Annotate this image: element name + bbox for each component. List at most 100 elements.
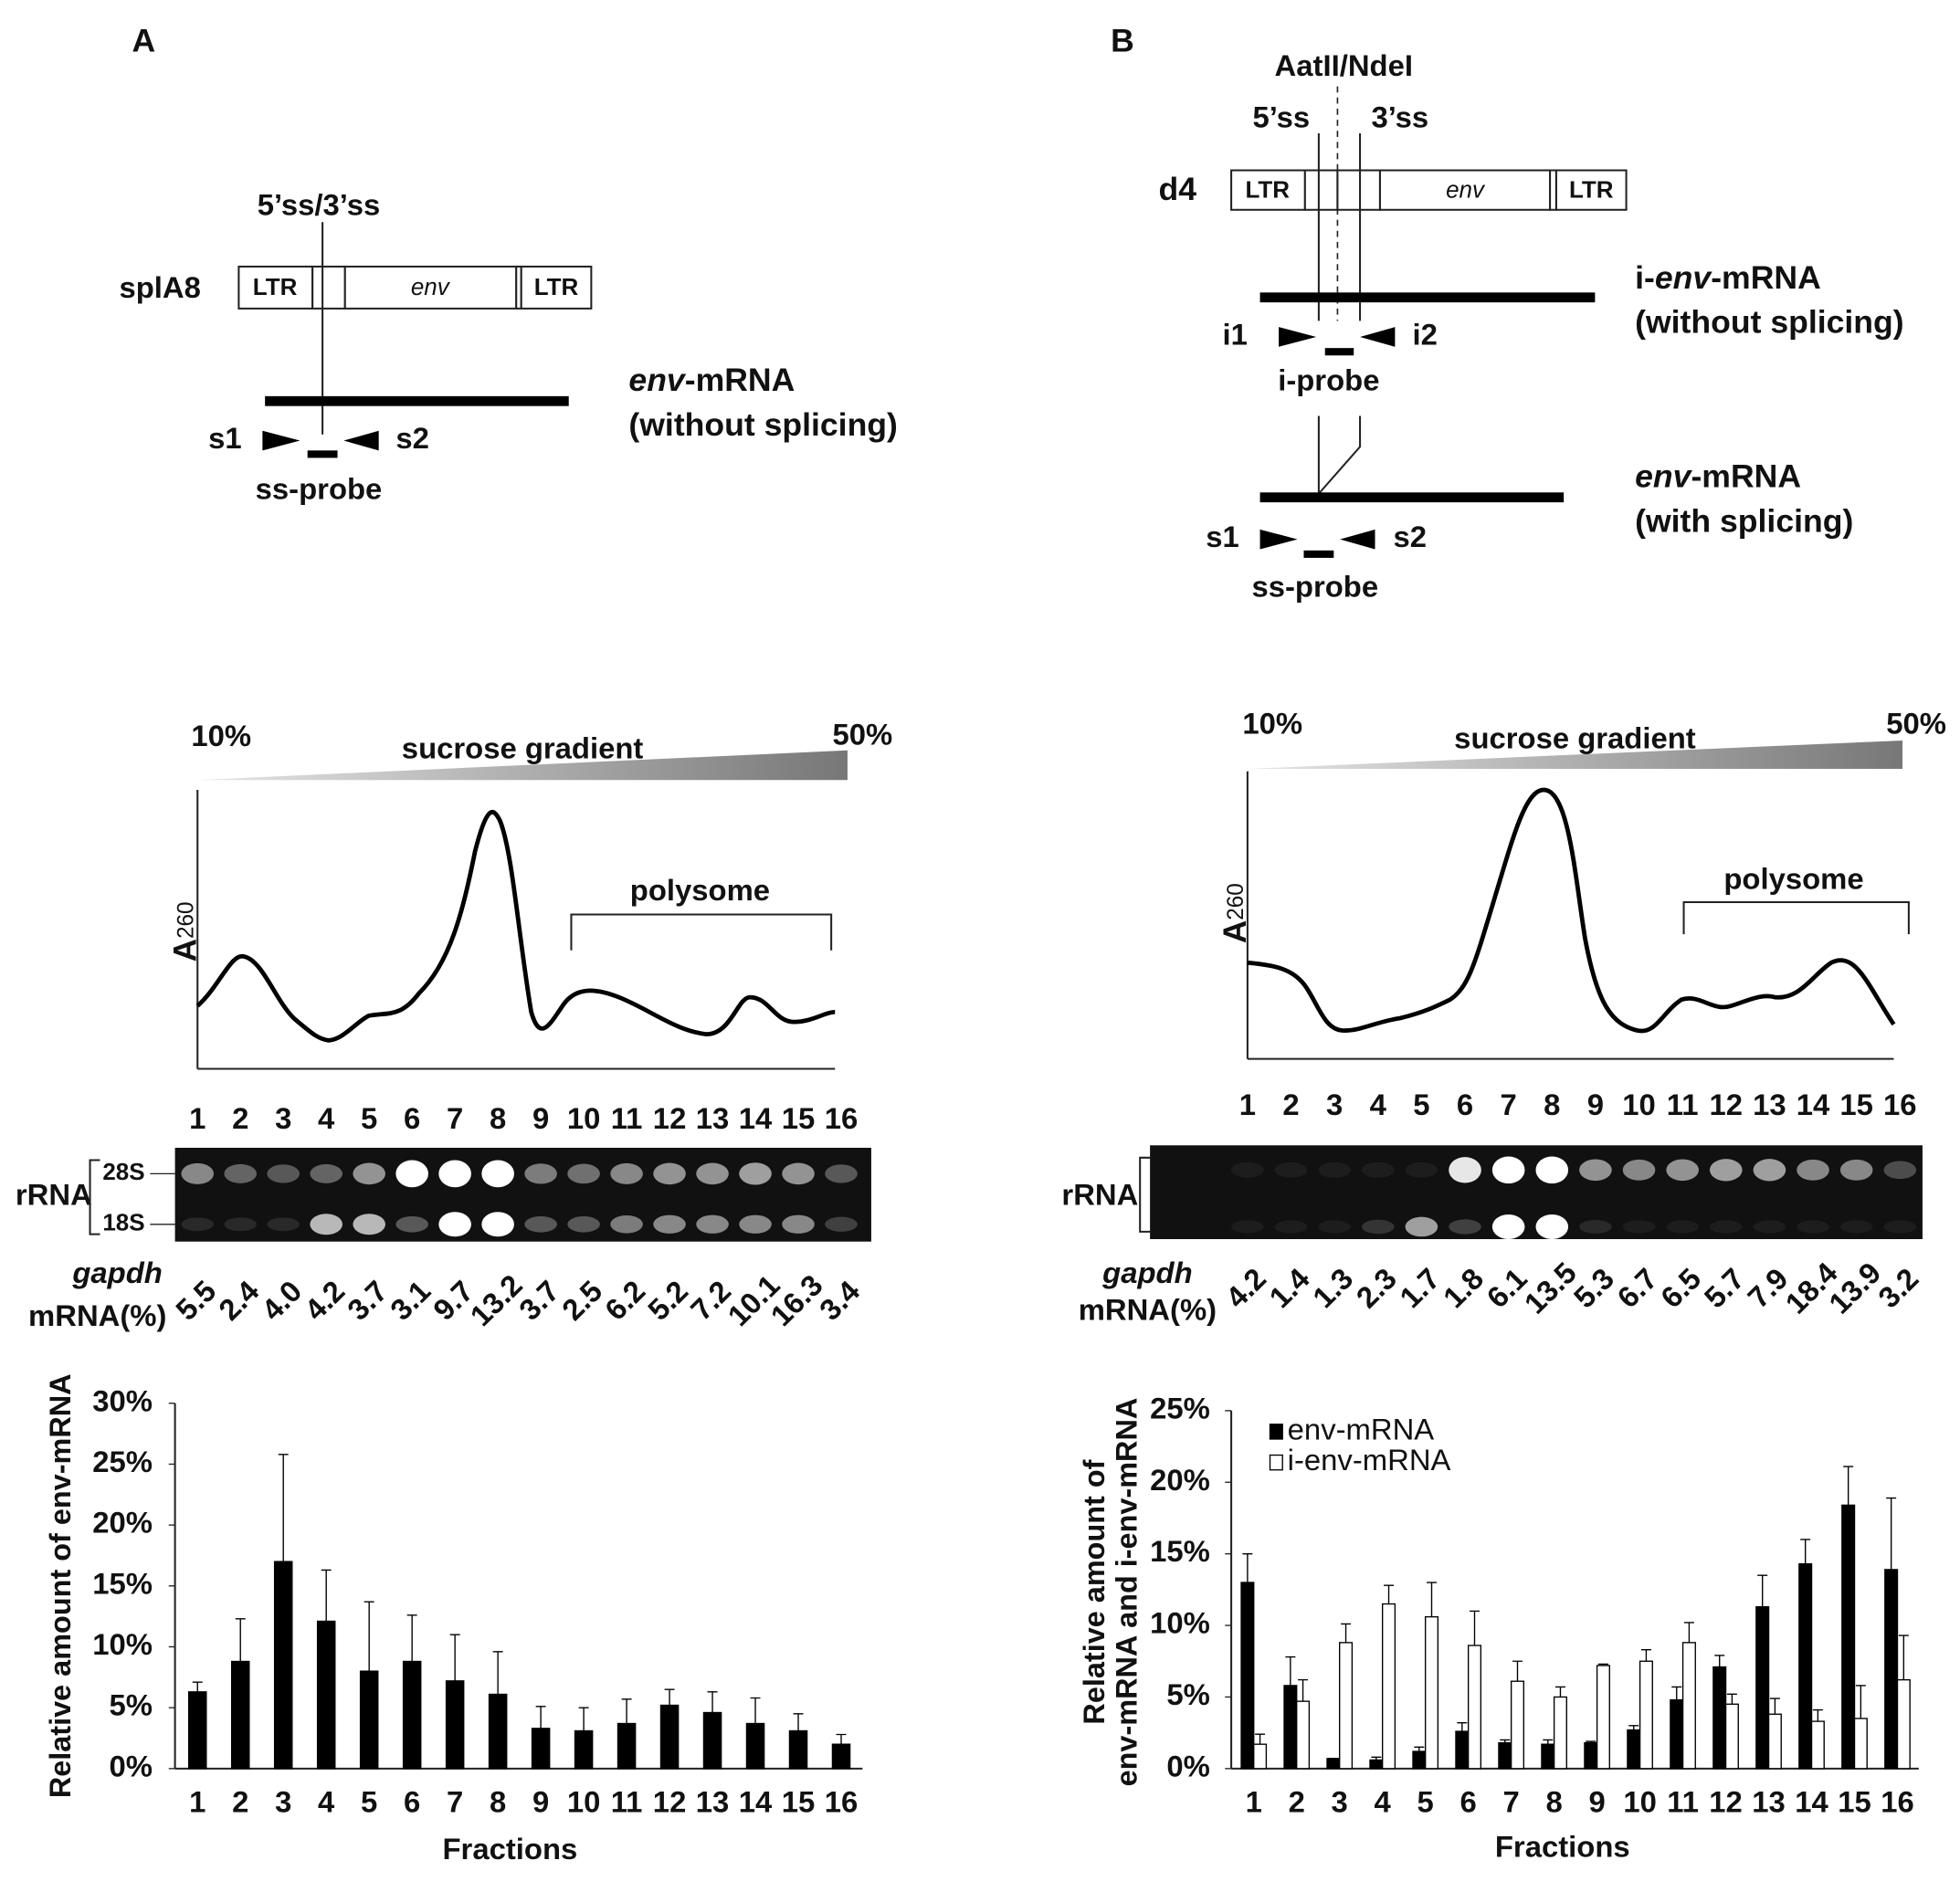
bar [531, 1728, 551, 1770]
probe-bar [1303, 550, 1334, 558]
x-tick-label: 1 [189, 1785, 205, 1819]
box-label: env [1446, 177, 1486, 203]
absorbance-label: A260 [1217, 883, 1253, 943]
x-tick-label: 2 [232, 1785, 248, 1819]
fraction-label: 14 [739, 1101, 773, 1135]
x-axis-label: Fractions [443, 1832, 578, 1866]
x-tick-label: 11 [1667, 1785, 1699, 1819]
fraction-label: 7 [447, 1101, 463, 1135]
gel-band [524, 1216, 557, 1233]
x-tick-label: 2 [1289, 1785, 1305, 1819]
gel-band [1883, 1161, 1917, 1180]
bar [445, 1680, 465, 1770]
fraction-label: 16 [825, 1101, 859, 1135]
bar [1810, 1720, 1825, 1770]
legend-swatch [1269, 1424, 1283, 1440]
gel-band [782, 1162, 815, 1185]
primer-label: s2 [1394, 520, 1428, 553]
panel-b-diagram: B AatII/NdeI 5’ss 3’ss d4 LTR env LTR i1… [1061, 24, 1946, 1326]
y-tick-label: 5% [1166, 1677, 1209, 1711]
gel-band [481, 1212, 514, 1237]
gapdh-label: gapdh [71, 1256, 162, 1289]
gel-band [1274, 1220, 1308, 1234]
gel-band [1797, 1220, 1829, 1234]
gel-band [739, 1162, 772, 1185]
gel-band [1710, 1159, 1743, 1182]
gel-band [1231, 1220, 1264, 1234]
mrna-note: (without splicing) [1635, 305, 1903, 341]
box-label: env [411, 275, 451, 300]
x-tick-label: 9 [1588, 1785, 1605, 1819]
bar [1798, 1562, 1813, 1770]
error-bar [1586, 1740, 1596, 1743]
y-axis-label: Relative amount of env-mRNA [43, 1373, 77, 1798]
gel-band [395, 1216, 428, 1233]
x-tick-label: 6 [1460, 1785, 1477, 1819]
x-tick-label: 12 [1709, 1785, 1743, 1819]
fraction-label: 4 [318, 1101, 334, 1135]
bar [1412, 1750, 1427, 1770]
bar [1841, 1504, 1856, 1770]
primer-arrow [343, 430, 379, 451]
gel-band [438, 1212, 471, 1237]
site-label: 5’ss [1252, 100, 1310, 134]
error-bar [1714, 1655, 1725, 1667]
bar [1381, 1603, 1396, 1770]
bar [616, 1722, 637, 1770]
a260-profile [1247, 787, 1896, 1034]
y-tick-label: 25% [1150, 1392, 1210, 1425]
y-tick-label: 5% [110, 1688, 153, 1722]
mrna-label: env-mRNA [628, 363, 795, 398]
gel-band [224, 1163, 258, 1183]
enzyme-label: AatII/NdeI [1275, 48, 1413, 82]
fraction-label: 4 [1370, 1088, 1386, 1121]
mrna-label-part: env [1635, 459, 1693, 495]
error-bar [1597, 1663, 1608, 1666]
primer-arrow [1279, 327, 1317, 347]
mrna-bar [1259, 292, 1596, 303]
gradient-label: sucrose gradient [402, 731, 644, 765]
bar [1767, 1713, 1782, 1770]
error-bar [1242, 1552, 1253, 1583]
error-bar [1726, 1693, 1737, 1705]
panel-a-diagram: A 5’ss/3’ss splA8 LTR env LTR s1 s2 ss-p… [16, 24, 898, 1332]
x-tick-label: 7 [447, 1785, 463, 1819]
x-tick-label: 16 [825, 1785, 859, 1819]
bar [1724, 1703, 1739, 1770]
x-tick-label: 3 [1332, 1785, 1348, 1819]
bar [1884, 1569, 1899, 1770]
mrna-label-part: env [1655, 260, 1713, 296]
mrna-label-part: -mRNA [685, 363, 796, 398]
fraction-label: 2 [1282, 1088, 1299, 1121]
bar-chart: 0%5%10%15%20%25%1 2 3 4 5 6 7 8 9 10 11 12 13 14 15 16F… [1077, 1392, 1919, 1863]
fraction-label: 3 [1326, 1088, 1343, 1121]
fraction-label: 9 [532, 1101, 549, 1135]
bar [1553, 1696, 1567, 1770]
fraction-label: 2 [232, 1101, 248, 1135]
gapdh-value: 3.4 [813, 1274, 867, 1327]
x-tick-label: 14 [739, 1785, 773, 1819]
mrna-label-part: -mRNA [1711, 260, 1821, 296]
gel-image [1150, 1145, 1923, 1240]
x-tick-label: 10 [1623, 1785, 1657, 1819]
bar [1853, 1718, 1868, 1770]
x-tick-label: 15 [1838, 1785, 1871, 1819]
gel-band [1361, 1219, 1395, 1235]
bar [702, 1711, 722, 1770]
gel-band [653, 1214, 686, 1234]
error-bar [707, 1691, 718, 1713]
bar [187, 1691, 207, 1770]
gradient-label: 10% [1242, 706, 1302, 740]
gel-band [825, 1164, 858, 1183]
fraction-label: 5 [361, 1101, 377, 1135]
bar [1681, 1642, 1696, 1770]
gel-band [224, 1217, 258, 1232]
band-label: 28S [102, 1160, 144, 1185]
bar [488, 1693, 508, 1770]
bar [273, 1561, 293, 1770]
x-tick-label: 9 [532, 1785, 549, 1819]
error-bar [192, 1681, 203, 1692]
mrna-label-part: env [628, 363, 687, 398]
